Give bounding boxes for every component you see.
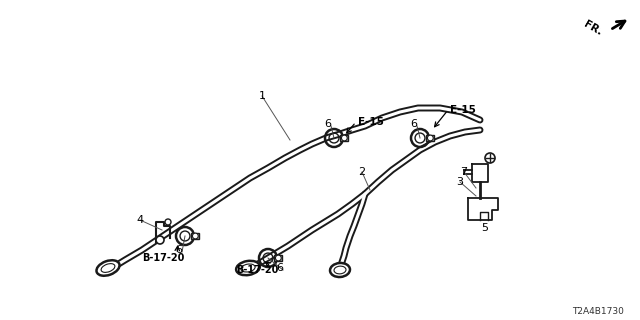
Text: 2: 2: [358, 167, 365, 177]
Circle shape: [156, 236, 164, 244]
Bar: [191, 233, 200, 239]
Text: 4: 4: [136, 215, 143, 225]
Circle shape: [165, 219, 171, 225]
Text: FR.: FR.: [582, 19, 604, 37]
Text: 6: 6: [175, 245, 182, 255]
Circle shape: [342, 135, 348, 141]
Text: B-17-20: B-17-20: [236, 265, 278, 275]
Text: 6: 6: [324, 119, 332, 129]
Text: E-15: E-15: [450, 105, 476, 115]
Text: 3: 3: [456, 177, 463, 187]
Text: 1: 1: [259, 91, 266, 101]
Ellipse shape: [334, 266, 346, 274]
Bar: [275, 255, 282, 261]
Text: T2A4B1730: T2A4B1730: [572, 308, 624, 316]
Text: 6: 6: [410, 119, 417, 129]
Text: 5: 5: [481, 223, 488, 233]
Ellipse shape: [236, 261, 260, 275]
Ellipse shape: [330, 263, 350, 277]
Bar: [340, 135, 348, 141]
Text: B-17-20: B-17-20: [142, 253, 184, 263]
Bar: [426, 135, 435, 141]
Ellipse shape: [97, 260, 120, 276]
Ellipse shape: [101, 264, 115, 272]
Polygon shape: [472, 164, 488, 182]
Circle shape: [275, 255, 281, 261]
Ellipse shape: [241, 264, 255, 272]
Circle shape: [485, 153, 495, 163]
Text: 7: 7: [460, 167, 468, 177]
Circle shape: [428, 135, 433, 141]
Circle shape: [193, 233, 198, 239]
Polygon shape: [468, 198, 498, 220]
Text: E-15: E-15: [358, 117, 384, 127]
Text: 6: 6: [276, 263, 284, 273]
